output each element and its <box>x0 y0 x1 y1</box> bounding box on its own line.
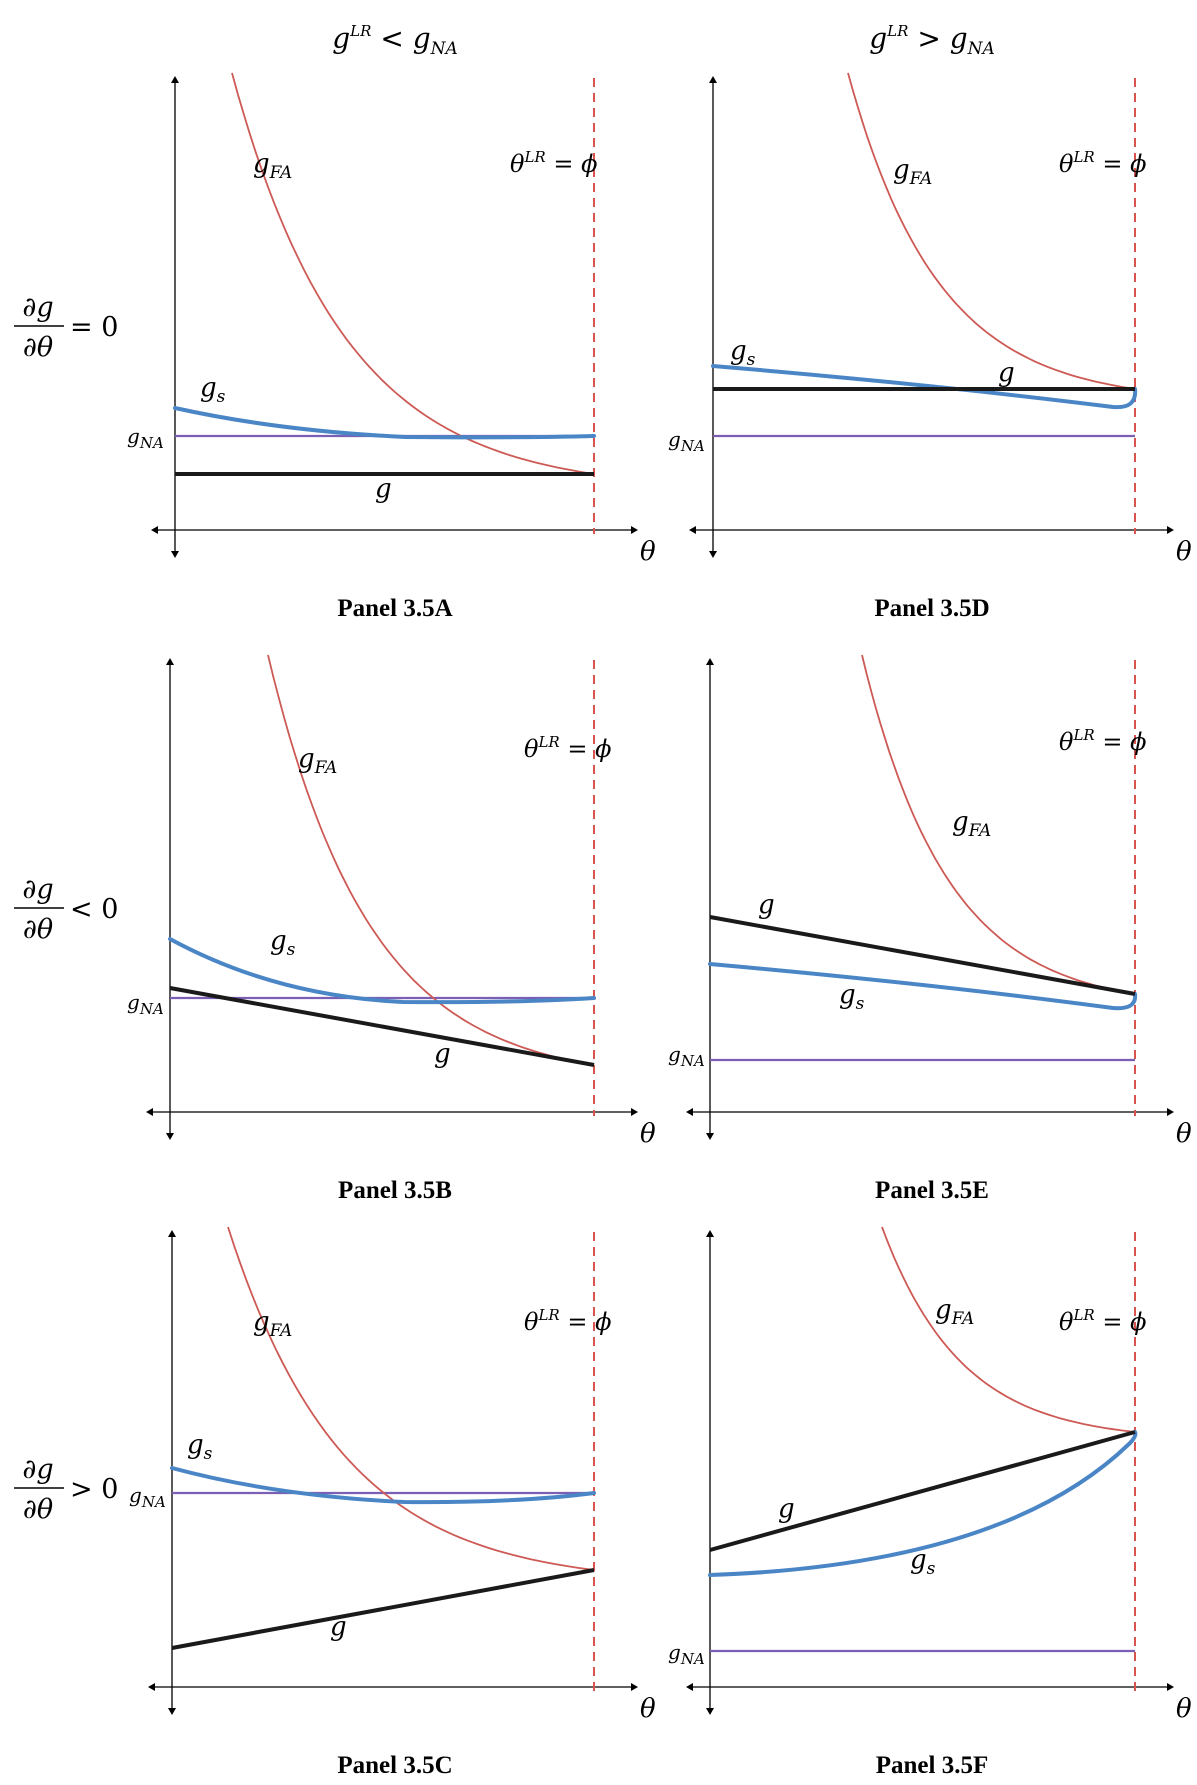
g-s-label: gs <box>200 373 226 407</box>
theta-axis-label: θ <box>1176 1694 1192 1724</box>
theta-axis-label: θ <box>1176 1119 1192 1149</box>
g-s-label: gs <box>730 336 756 370</box>
panel-title: Panel 3.5F <box>876 1752 989 1779</box>
asymptote-label: θLR = ϕ <box>1059 726 1146 756</box>
axes <box>686 658 1174 1140</box>
row-header-numerator: ∂g <box>22 1454 53 1485</box>
g-s-curve <box>173 406 596 440</box>
g-fa-curve <box>847 72 1136 390</box>
g-label: g <box>434 1039 451 1069</box>
g-fa-label: gFA <box>253 149 292 183</box>
theta-axis-label: θ <box>640 1119 656 1149</box>
g-fa-curve <box>227 1226 595 1571</box>
row-header: ∂g ∂θ < 0 <box>14 874 118 945</box>
panel-title: Panel 3.5A <box>337 595 452 622</box>
g-na-label: gNA <box>668 427 705 455</box>
theta-axis-label: θ <box>640 537 656 567</box>
axes <box>148 1230 638 1715</box>
axes <box>151 76 638 558</box>
g-s-curve <box>711 364 1138 410</box>
panel-C: gFA gs g gNA θLR = ϕ θ Panel 3.5C <box>129 1226 656 1779</box>
theta-axis-label: θ <box>640 1694 656 1724</box>
g-s-curve <box>708 962 1138 1011</box>
g-fa-label: gFA <box>952 807 991 841</box>
asymptote-label: θLR = ϕ <box>524 733 611 763</box>
row-header-numerator: ∂g <box>22 874 53 905</box>
row-header-numerator: ∂g <box>22 292 53 323</box>
axes <box>689 76 1174 558</box>
column-header: gLR > gNA <box>869 22 995 59</box>
panel-title: Panel 3.5C <box>337 1752 452 1779</box>
g-na-label: gNA <box>668 1640 705 1668</box>
panel-D: gFA gs g gNA θLR = ϕ θ Panel 3.5D <box>668 72 1192 622</box>
g-na-label: gNA <box>668 1042 705 1070</box>
g-label: g <box>998 358 1015 388</box>
row-header-relation: < 0 <box>70 894 118 925</box>
asymptote-label: θLR = ϕ <box>524 1306 611 1336</box>
column-header: gLR < gNA <box>332 22 458 59</box>
panel-title: Panel 3.5E <box>875 1177 989 1204</box>
panel-B: gFA gs g gNA θLR = ϕ θ Panel 3.5B <box>127 654 656 1204</box>
panel-title: Panel 3.5D <box>874 595 989 622</box>
g-fa-curve <box>231 72 595 475</box>
asymptote-label: θLR = ϕ <box>1059 1306 1146 1336</box>
g-label: g <box>758 890 775 920</box>
row-header-relation: = 0 <box>70 312 118 343</box>
row-header-relation: > 0 <box>70 1474 118 1505</box>
g-line <box>709 1430 1136 1552</box>
g-label: g <box>778 1494 795 1524</box>
row-header-denominator: ∂θ <box>23 332 53 363</box>
g-fa-label: gFA <box>935 1295 974 1329</box>
g-na-label: gNA <box>129 1483 166 1511</box>
g-na-label: gNA <box>127 990 164 1018</box>
g-fa-curve <box>881 1226 1136 1433</box>
axes <box>686 1230 1174 1715</box>
g-s-label: gs <box>187 1430 213 1464</box>
axes <box>146 658 638 1140</box>
row-header: ∂g ∂θ > 0 <box>14 1454 118 1525</box>
panel-title: Panel 3.5B <box>338 1177 452 1204</box>
row-header-denominator: ∂θ <box>23 1494 53 1525</box>
panel-F: gFA gs g gNA θLR = ϕ θ Panel 3.5F <box>668 1226 1192 1779</box>
g-line <box>709 915 1136 996</box>
asymptote-label: θLR = ϕ <box>510 148 597 178</box>
g-line <box>169 986 595 1067</box>
g-fa-curve <box>267 654 595 1066</box>
g-fa-label: gFA <box>298 744 337 778</box>
g-s-label: gs <box>839 980 865 1014</box>
g-s-curve <box>708 1430 1138 1577</box>
g-label: g <box>375 474 392 504</box>
theta-axis-label: θ <box>1176 537 1192 567</box>
g-fa-curve <box>861 654 1136 995</box>
g-na-label: gNA <box>127 424 164 452</box>
row-header: ∂g ∂θ = 0 <box>14 292 118 363</box>
g-s-curve <box>168 937 596 1005</box>
panel-A: gFA gs g gNA θLR = ϕ θ Panel 3.5A <box>127 72 656 622</box>
panel-E: gFA gs g gNA θLR = ϕ θ Panel 3.5E <box>668 654 1192 1204</box>
g-s-label: gs <box>270 926 296 960</box>
asymptote-label: θLR = ϕ <box>1059 148 1146 178</box>
g-line <box>171 1568 595 1650</box>
g-s-label: gs <box>910 1545 936 1579</box>
g-fa-label: gFA <box>253 1307 292 1341</box>
g-s-curve <box>170 1466 596 1505</box>
g-label: g <box>330 1612 347 1642</box>
g-fa-label: gFA <box>893 155 932 189</box>
row-header-denominator: ∂θ <box>23 914 53 945</box>
